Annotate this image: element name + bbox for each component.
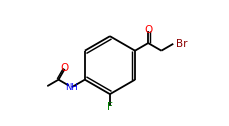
Text: O: O — [60, 63, 68, 73]
Text: NH: NH — [65, 83, 78, 92]
Text: F: F — [106, 102, 112, 113]
Text: O: O — [143, 25, 152, 35]
Text: Br: Br — [175, 39, 187, 49]
